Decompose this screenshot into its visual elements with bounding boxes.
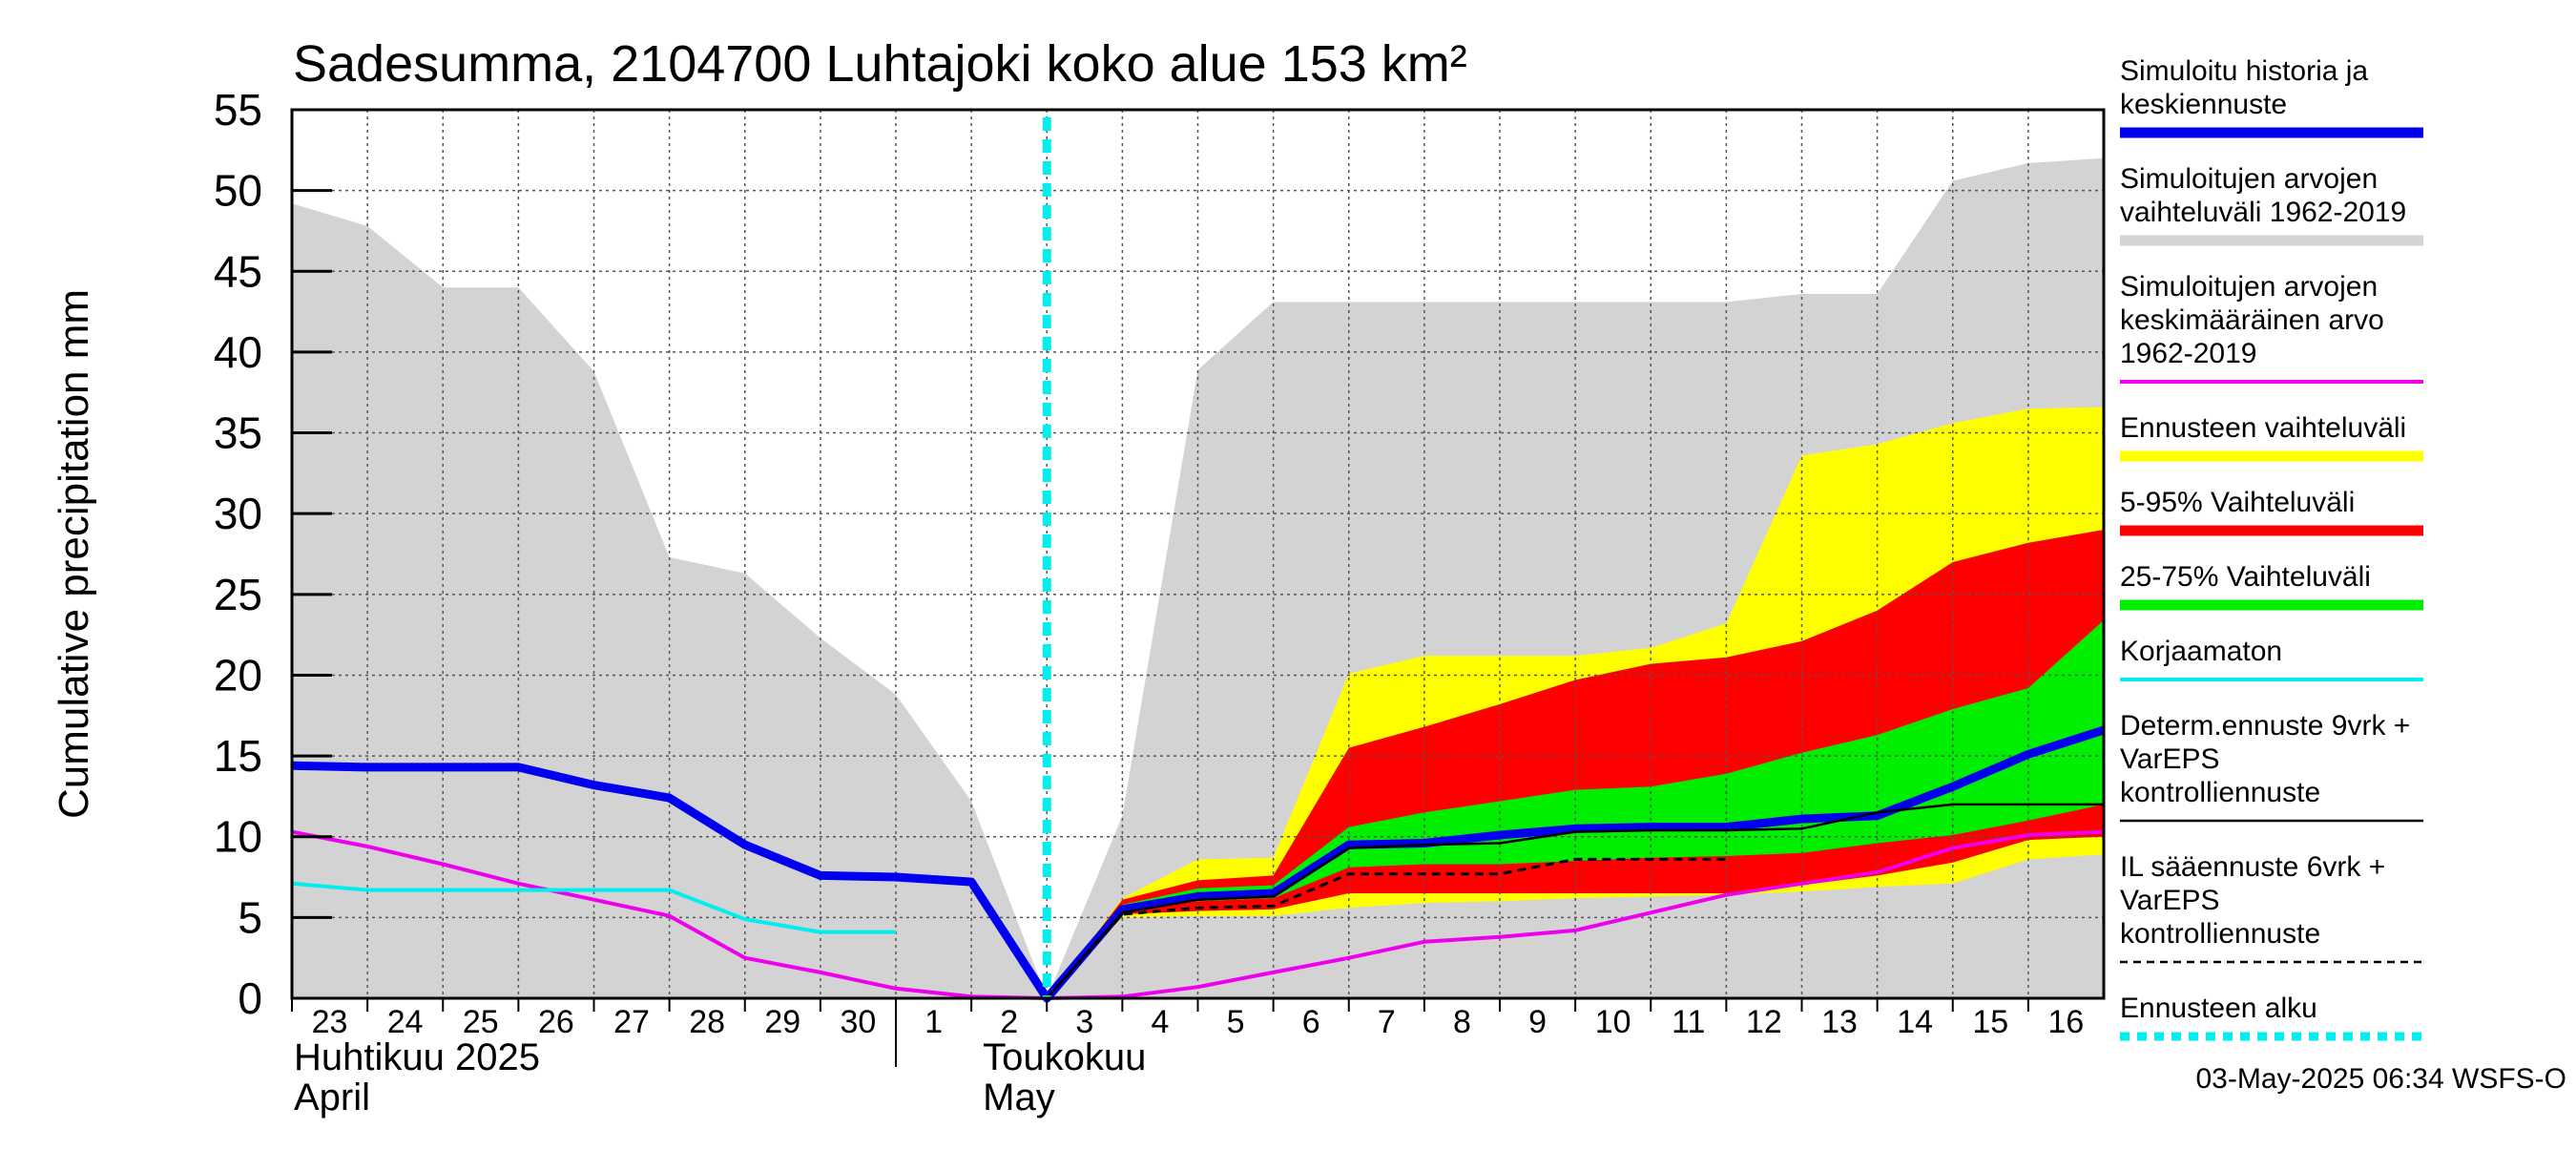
band-25-75-vaihteluv-li [1047, 619, 2104, 998]
x-tick-label: 5 [1227, 1004, 1245, 1040]
legend-label: 1962-2019 [2120, 338, 2256, 369]
x-tick-label: 12 [1746, 1004, 1782, 1040]
x-tick-label: 3 [1075, 1004, 1093, 1040]
x-tick-label: 10 [1595, 1004, 1631, 1040]
legend-label: vaihteluväli 1962-2019 [2120, 197, 2406, 228]
y-tick-label: 40 [214, 327, 262, 377]
y-tick-label: 15 [214, 731, 262, 781]
x-tick-label: 25 [463, 1004, 499, 1040]
x-tick-label: 30 [841, 1004, 877, 1040]
y-tick-label: 30 [214, 489, 262, 538]
x-tick-label: 29 [764, 1004, 800, 1040]
x-tick-label: 4 [1151, 1004, 1169, 1040]
series-simuloitu-historia-ja-keskiennuste [291, 725, 2106, 1003]
x-tick-label: 14 [1897, 1004, 1933, 1040]
series-determ-ennuste-9vrk-vareps-kontrolliennuste [1046, 803, 2104, 999]
x-tick-label: 24 [387, 1004, 424, 1040]
x-tick-label: 28 [689, 1004, 725, 1040]
legend-label: kontrolliennuste [2120, 918, 2320, 950]
series-simuloitujen-arvojen-keskim-r-inen-arvo-1962-2019 [291, 829, 2105, 1000]
legend-label: keskiennuste [2120, 89, 2287, 120]
x-tick-label: 9 [1528, 1004, 1547, 1040]
legend-label: Ennusteen vaihteluväli [2120, 412, 2406, 444]
footer-timestamp: 03-May-2025 06:34 WSFS-O [2196, 1063, 2567, 1095]
month-label-fi: Huhtikuu 2025 [294, 1036, 540, 1078]
y-tick-label: 55 [214, 85, 262, 135]
x-tick-label: 2 [1000, 1004, 1018, 1040]
x-tick-label: 16 [2048, 1004, 2085, 1040]
legend-label: IL sääennuste 6vrk + [2120, 851, 2385, 883]
x-tick-label: 26 [538, 1004, 574, 1040]
series-il-s-ennuste-6vrk-vareps-kontrolliennuste [1046, 857, 1727, 1000]
month-label-en: May [983, 1077, 1055, 1119]
x-tick-label: 13 [1821, 1004, 1858, 1040]
x-tick-label: 23 [312, 1004, 348, 1040]
y-tick-label: 20 [214, 650, 262, 700]
legend-label: Ennusteen alku [2120, 993, 2317, 1024]
y-tick-label: 0 [238, 973, 262, 1023]
x-tick-label: 7 [1378, 1004, 1396, 1040]
legend-label: 5-95% Vaihteluväli [2120, 487, 2355, 518]
legend-label: Simuloitujen arvojen [2120, 271, 2378, 303]
legend-label: Simuloitujen arvojen [2120, 163, 2378, 195]
y-tick-label: 50 [214, 166, 262, 216]
x-tick-label: 11 [1672, 1004, 1705, 1040]
legend-label: Determ.ennuste 9vrk + [2120, 710, 2410, 742]
month-label-fi: Toukokuu [983, 1036, 1146, 1078]
legend-label: VarEPS [2120, 743, 2220, 775]
x-tick-label: 1 [924, 1004, 943, 1040]
legend-label: kontrolliennuste [2120, 777, 2320, 808]
legend-label: keskimääräinen arvo [2120, 304, 2384, 336]
x-tick-label: 8 [1453, 1004, 1471, 1040]
y-tick-label: 35 [214, 408, 262, 458]
y-tick-label: 25 [214, 570, 262, 619]
chart-title: Sadesumma, 2104700 Luhtajoki koko alue 1… [293, 35, 1467, 93]
y-tick-label: 10 [214, 812, 262, 862]
legend-label: Korjaamaton [2120, 636, 2282, 667]
legend-label: Simuloitu historia ja [2120, 55, 2368, 87]
month-label-en: April [294, 1077, 370, 1119]
series-korjaamaton [291, 881, 896, 934]
y-tick-label: 45 [214, 246, 262, 296]
legend-label: VarEPS [2120, 885, 2220, 916]
legend-label: 25-75% Vaihteluväli [2120, 561, 2371, 593]
y-tick-label: 5 [238, 892, 262, 942]
x-tick-label: 27 [613, 1004, 650, 1040]
y-axis-label: Cumulative precipitation mm [51, 289, 97, 819]
x-tick-label: 6 [1302, 1004, 1320, 1040]
x-tick-label: 15 [1972, 1004, 2008, 1040]
